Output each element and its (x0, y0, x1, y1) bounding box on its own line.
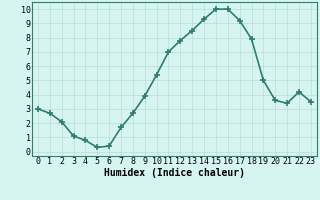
X-axis label: Humidex (Indice chaleur): Humidex (Indice chaleur) (104, 168, 245, 178)
